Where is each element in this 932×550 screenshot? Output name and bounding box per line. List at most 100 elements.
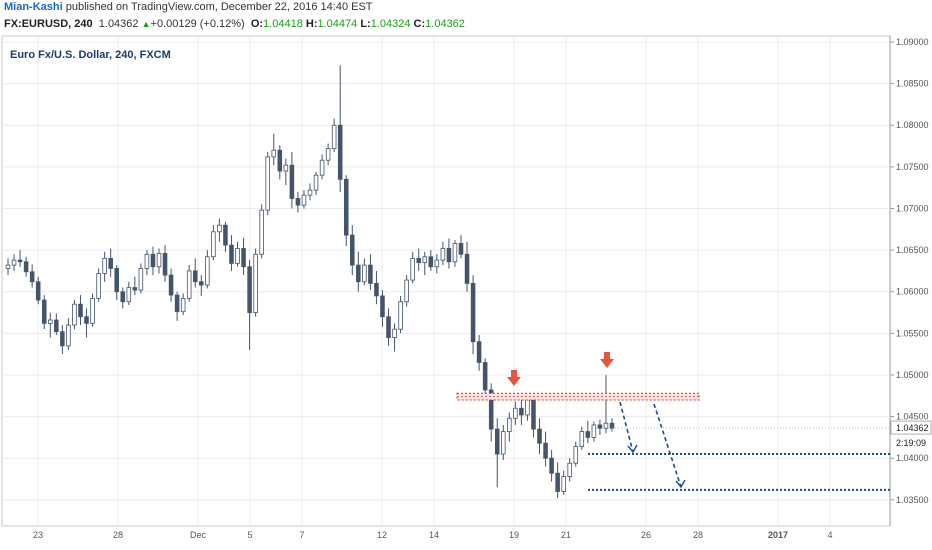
- x-tick-label: 7: [299, 530, 304, 540]
- y-tick-label: 1.03500: [896, 495, 929, 505]
- candle-body: [162, 253, 168, 276]
- y-tick-label: 1.06000: [896, 287, 929, 297]
- down-arrow-icon: [600, 352, 614, 368]
- candle-body: [458, 243, 464, 255]
- last-price-label: 1.04362: [896, 423, 929, 433]
- candle-body: [609, 422, 615, 429]
- candle-body: [265, 156, 270, 211]
- candle-body: [494, 428, 500, 455]
- candle-body: [180, 297, 186, 313]
- x-tick-label: 28: [113, 530, 123, 540]
- x-tick-label: 28: [693, 530, 703, 540]
- x-axis: 23 28 Dec 5 7 12 14 19 21 26 28 2017 4: [33, 530, 833, 540]
- candle-body: [374, 283, 379, 297]
- x-tick-label: 23: [33, 530, 43, 540]
- open-value: 1.04418: [263, 18, 303, 30]
- publish-info: Mian-Kashi published on TradingView.com,…: [4, 1, 373, 13]
- candle-body: [525, 399, 530, 416]
- x-tick-label: 19: [509, 530, 519, 540]
- candle-body: [17, 259, 23, 263]
- candle-body: [96, 273, 101, 299]
- candle-body: [368, 264, 373, 284]
- projection-arrowhead-icon: [627, 444, 638, 454]
- candle-body: [132, 287, 138, 291]
- last-price-tag: [890, 420, 932, 435]
- drawings: [456, 352, 890, 491]
- high-label: H:: [305, 18, 318, 30]
- candle-body: [102, 258, 107, 274]
- candle-body: [217, 224, 222, 233]
- candle-body: [199, 281, 204, 286]
- symbol-info: FX:EURUSD, 240 1.04362 ▲+0.00129 (+0.12%…: [4, 18, 465, 30]
- candle-body: [350, 234, 355, 266]
- candle-body: [283, 164, 289, 172]
- y-axis: 1.09000 1.08500 1.08000 1.07500 1.07000 1.065…: [890, 37, 932, 505]
- candle-body: [48, 319, 53, 324]
- chart-title: Euro Fx/U.S. Dollar, 240, FXCM: [10, 49, 171, 61]
- candle-body: [235, 248, 240, 264]
- candle-body: [501, 431, 506, 455]
- candle-body: [301, 194, 307, 206]
- candle-body: [186, 270, 192, 299]
- open-label: O:: [250, 18, 264, 30]
- y-tick-label: 1.08500: [896, 79, 929, 89]
- candle-body: [23, 261, 29, 273]
- x-tick-label: 14: [429, 530, 439, 540]
- up-arrow-icon: ▲: [141, 19, 151, 29]
- candle-body: [597, 424, 603, 429]
- candle-body: [205, 256, 210, 286]
- published-text: published on TradingView.com, December 2…: [65, 1, 373, 13]
- y-tick-label: 1.05500: [896, 328, 929, 338]
- close-label: C:: [413, 18, 426, 30]
- x-tick-label: 5: [247, 530, 252, 540]
- candle-body: [84, 316, 89, 324]
- y-tick-label: 1.07500: [896, 162, 929, 172]
- candle-body: [392, 328, 397, 338]
- candle-body: [356, 264, 361, 283]
- candle-body: [398, 301, 403, 330]
- candle-body: [247, 266, 252, 313]
- candle-body: [325, 148, 331, 161]
- projection-path: [653, 403, 682, 488]
- x-tick-label: 12: [377, 530, 387, 540]
- y-tick-label: 1.05000: [896, 370, 929, 380]
- candle-body: [168, 274, 174, 296]
- candle-body: [307, 189, 313, 196]
- candle-body: [319, 159, 325, 176]
- candle-body: [513, 407, 518, 419]
- candle-body: [54, 319, 59, 333]
- candle-body: [549, 457, 554, 474]
- author-link[interactable]: Mian-Kashi: [4, 1, 63, 13]
- low-label: L:: [360, 18, 371, 30]
- last-price: 1.04362: [98, 18, 139, 30]
- countdown-label: 2:19:09: [896, 438, 926, 448]
- candle-body: [211, 231, 216, 258]
- y-tick-label: 1.08000: [896, 120, 929, 130]
- candle-body: [482, 362, 488, 391]
- candle-body: [488, 389, 494, 430]
- candle-body: [507, 417, 512, 432]
- candle-body: [90, 297, 95, 324]
- candle-body: [331, 124, 337, 149]
- x-tick-label: 21: [561, 530, 571, 540]
- candle-body: [573, 446, 579, 464]
- candle-body: [5, 264, 11, 269]
- x-tick-label: 26: [641, 530, 651, 540]
- candle-body: [561, 476, 566, 492]
- candle-body: [470, 283, 476, 343]
- candle-body: [120, 291, 126, 303]
- candle-body: [591, 424, 597, 438]
- candle-body: [422, 256, 428, 263]
- candle-body: [446, 248, 452, 263]
- candle-body: [144, 253, 150, 269]
- candle-body: [537, 428, 542, 444]
- candle-body: [404, 279, 409, 303]
- y-tick-label: 1.04000: [896, 453, 929, 463]
- y-tick-label: 1.09000: [896, 37, 929, 47]
- candle-body: [567, 462, 572, 477]
- candle-body: [416, 258, 421, 263]
- high-value: 1.04474: [317, 18, 358, 30]
- y-tick-label: 1.04500: [896, 412, 929, 422]
- candle-body: [343, 178, 349, 236]
